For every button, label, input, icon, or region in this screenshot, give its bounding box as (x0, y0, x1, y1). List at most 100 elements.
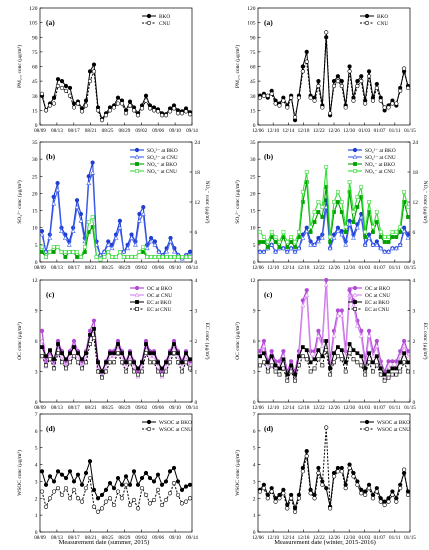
x-tick-label: 08/25 (102, 405, 114, 411)
x-tick-label: 08/21 (85, 535, 97, 541)
data-point (107, 496, 113, 501)
data-point (59, 85, 65, 91)
y-tick-label: 15 (32, 209, 38, 215)
x-tick-label: 12/10 (267, 265, 279, 271)
data-point (273, 235, 278, 239)
data-point (128, 360, 132, 365)
y-axis-label: OC conc (μg/m³) (234, 322, 241, 360)
data-point (280, 245, 286, 251)
data-point (163, 113, 169, 118)
data-point (292, 249, 298, 254)
x-tick-label: 09/06 (152, 405, 164, 411)
data-point (74, 198, 80, 203)
x-tick-label: 08/29 (119, 535, 131, 541)
data-point (265, 363, 271, 369)
data-point (355, 205, 360, 209)
y-tick-label: 35 (250, 140, 256, 146)
data-point (188, 255, 192, 259)
data-point (405, 85, 411, 91)
data-point (390, 359, 395, 364)
data-point (39, 328, 45, 333)
x-tick-label: 01/11 (389, 265, 401, 271)
data-point (86, 220, 91, 224)
data-point (324, 339, 329, 343)
data-point (405, 353, 411, 359)
legend-marker (135, 300, 139, 304)
data-point (359, 185, 364, 189)
data-point (139, 475, 145, 481)
data-point (40, 245, 44, 249)
data-point (79, 482, 85, 487)
data-point (152, 351, 156, 356)
y-tick-label: 30 (32, 157, 38, 163)
data-point (355, 482, 360, 487)
data-point (386, 363, 391, 369)
y-tick-label: 75 (250, 50, 256, 56)
data-point (48, 357, 52, 362)
legend-marker (146, 20, 152, 26)
data-point (378, 230, 383, 234)
data-point (316, 328, 321, 333)
data-point (128, 351, 132, 356)
y-axis-label: PM₂.₅ conc (μg/m³) (16, 45, 23, 88)
data-point (398, 486, 403, 491)
y-right-tick-label: 4 (413, 278, 416, 284)
data-point (83, 486, 89, 491)
data-point (300, 469, 305, 474)
x-tick-label: 01/15 (404, 405, 416, 411)
data-point (269, 363, 274, 368)
y-tick-label: 10 (250, 226, 256, 232)
data-point (405, 235, 411, 240)
legend-marker (146, 419, 152, 425)
data-point (265, 496, 270, 501)
x-tick-label: 01/03 (358, 265, 370, 271)
data-point (289, 95, 294, 100)
data-point (39, 91, 45, 96)
data-point (312, 220, 317, 224)
data-point (159, 482, 165, 487)
data-point (175, 479, 181, 484)
data-point (164, 249, 170, 254)
data-point (371, 225, 375, 229)
series-no₃⁻-at-cnu (40, 215, 192, 262)
data-point (167, 469, 173, 474)
data-point (184, 360, 188, 365)
data-point (261, 93, 266, 98)
data-point (402, 351, 407, 356)
data-point (125, 255, 130, 259)
data-point (320, 363, 325, 368)
data-point (332, 351, 336, 356)
panel-summer-pm25: 0 15 30 45 60 75 90 105 120 PM₂.₅ conc (μg/m³) 08/… (16, 6, 198, 134)
data-point (147, 106, 153, 111)
data-point (183, 484, 189, 489)
data-point (107, 481, 113, 486)
series-wsoc-at-cnu (39, 475, 193, 514)
data-point (86, 180, 92, 185)
legend-label: WSOC at CNU (159, 427, 192, 433)
x-tick-label: 08/13 (51, 405, 63, 411)
data-point (60, 360, 64, 365)
y-axis-right-label: NO₃⁻ conc (μg/m³) (204, 181, 211, 224)
data-point (136, 218, 142, 223)
data-point (44, 363, 48, 368)
y-right-tick-label: 6 (195, 230, 198, 236)
data-point (300, 465, 305, 471)
data-point (160, 255, 165, 259)
x-tick-label: 12/06 (252, 535, 264, 541)
data-point (304, 348, 309, 353)
data-point (304, 288, 309, 293)
x-tick-label: 08/13 (51, 265, 63, 271)
data-point (172, 249, 177, 254)
data-point (406, 360, 410, 365)
data-point (335, 469, 340, 474)
x-tick-label: 09/06 (152, 265, 164, 271)
data-point (324, 425, 329, 430)
data-point (108, 351, 112, 356)
legend-marker (352, 154, 358, 159)
data-point (328, 111, 333, 116)
data-point (90, 215, 95, 219)
y-tick-label: 1 (253, 513, 256, 519)
x-tick-label: 12/18 (298, 405, 310, 411)
